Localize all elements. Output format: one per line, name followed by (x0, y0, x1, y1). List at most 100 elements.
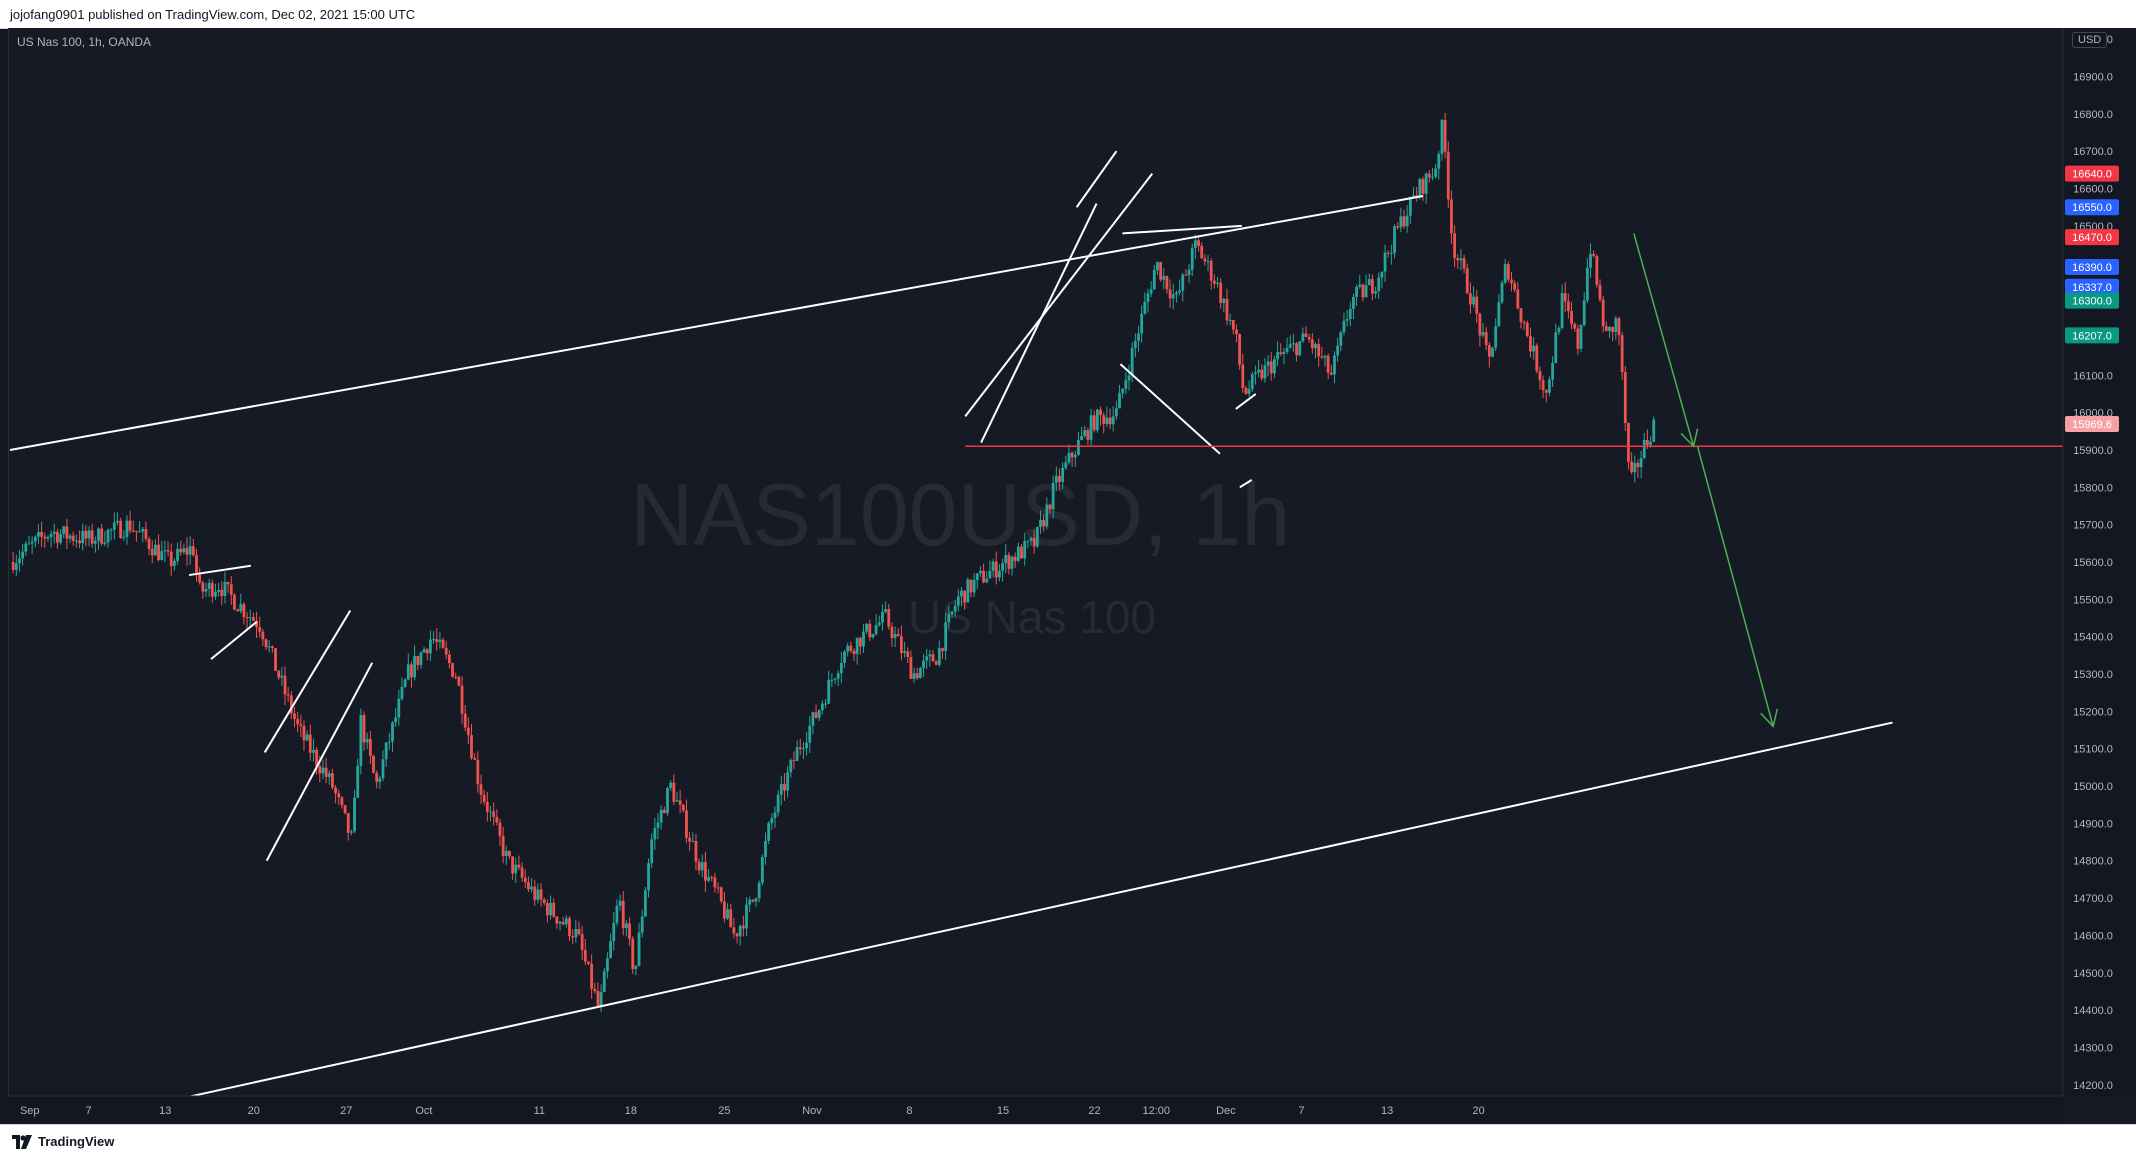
candle (1140, 305, 1144, 343)
time-tick-label: 7 (1298, 1105, 1304, 1117)
candle (1168, 279, 1172, 308)
candle-body (1503, 264, 1507, 283)
candle-body (1020, 546, 1023, 559)
candle (138, 521, 142, 533)
candle-body (1320, 356, 1324, 358)
candle-body (425, 649, 429, 654)
candle-body (707, 877, 710, 881)
candle-body (1529, 336, 1532, 352)
price-badge-label: 16337.0 (2072, 282, 2112, 294)
candle (716, 882, 720, 894)
price-tick-label: 15800.0 (2073, 482, 2113, 494)
candle-body (779, 783, 783, 795)
candle (1247, 380, 1251, 398)
candle-body (258, 627, 262, 632)
candle (1064, 455, 1068, 470)
candle (827, 670, 831, 705)
candle (1339, 330, 1343, 352)
candle-body (798, 747, 802, 749)
candle (267, 640, 271, 653)
candle (340, 796, 344, 809)
time-tick-label: 8 (906, 1105, 912, 1117)
candle (1465, 263, 1469, 295)
candle-body (966, 579, 970, 603)
candle (849, 641, 853, 654)
candle-body (1118, 393, 1121, 409)
candle-body (356, 765, 360, 798)
candle (27, 535, 31, 545)
candle (1244, 385, 1248, 395)
candle (1336, 337, 1340, 363)
candle-body (985, 578, 989, 583)
candle-body (128, 520, 132, 531)
candle (625, 919, 628, 937)
candle (631, 936, 635, 974)
candle-body (441, 639, 445, 648)
candle-body (953, 605, 957, 612)
candle (1143, 292, 1147, 315)
candle (1538, 366, 1542, 390)
candle (776, 790, 780, 817)
candle (1077, 431, 1080, 456)
candle (966, 577, 970, 603)
candle-body (103, 542, 107, 544)
candle-body (666, 788, 669, 814)
candle (93, 536, 97, 553)
candle (1427, 170, 1431, 183)
candle-body (675, 800, 679, 802)
channel-lower-line (141, 721, 1893, 1109)
candle-body (1137, 333, 1140, 342)
candle-body (609, 941, 612, 959)
candle (429, 630, 432, 662)
candle (106, 528, 110, 548)
candle-body (372, 755, 375, 773)
candle-body (410, 664, 413, 678)
candle-body (1393, 226, 1396, 254)
candle-body (1649, 441, 1652, 445)
candle-body (1544, 390, 1548, 393)
candle (283, 666, 287, 706)
candle-body (286, 694, 290, 696)
candle (1611, 326, 1615, 342)
candle (1437, 150, 1441, 180)
candle-body (539, 889, 543, 900)
candle (824, 699, 827, 709)
candle-body (786, 772, 790, 791)
candle (270, 645, 274, 653)
candle (198, 567, 202, 585)
candle (1209, 258, 1213, 290)
tradingview-brand[interactable]: TradingView (12, 1134, 114, 1149)
candle (1269, 352, 1273, 381)
candle-body (1487, 345, 1491, 357)
candle (312, 739, 315, 762)
candle-body (839, 662, 843, 674)
candle (865, 623, 869, 635)
candle-body (719, 887, 723, 902)
candle-body (710, 877, 714, 879)
candle-body (1421, 179, 1425, 194)
candle (590, 954, 594, 999)
candle (286, 686, 290, 702)
currency-badge[interactable]: USD (2072, 32, 2108, 48)
candle (220, 581, 224, 606)
candle (179, 540, 183, 557)
candle (561, 916, 565, 926)
chart-area[interactable] (8, 28, 2136, 1124)
candle-body (625, 923, 628, 929)
candle-body (327, 773, 331, 777)
candle (583, 939, 587, 965)
candle-body (74, 540, 78, 542)
candle-body (634, 965, 638, 969)
candle (78, 530, 81, 549)
candle-body (1143, 302, 1147, 314)
candle (214, 583, 217, 600)
candle (887, 604, 891, 630)
candle-body (631, 938, 635, 969)
candle (602, 967, 606, 993)
candle-body (394, 717, 398, 723)
candle (378, 775, 382, 789)
candle-body (349, 831, 353, 833)
candle-body (606, 958, 609, 972)
time-axis-bg (8, 1096, 2063, 1124)
